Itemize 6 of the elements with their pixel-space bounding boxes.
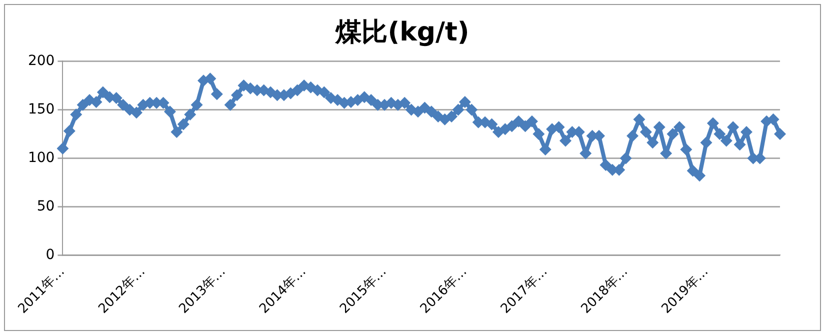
y-tick-label: 0 [46,246,55,263]
y-tick-label: 50 [36,198,55,214]
y-tick-label: 100 [28,150,55,166]
y-tick-label: 150 [28,101,55,118]
y-tick-label: 200 [28,52,55,69]
chart-title: 煤比(kg/t) [334,17,470,48]
